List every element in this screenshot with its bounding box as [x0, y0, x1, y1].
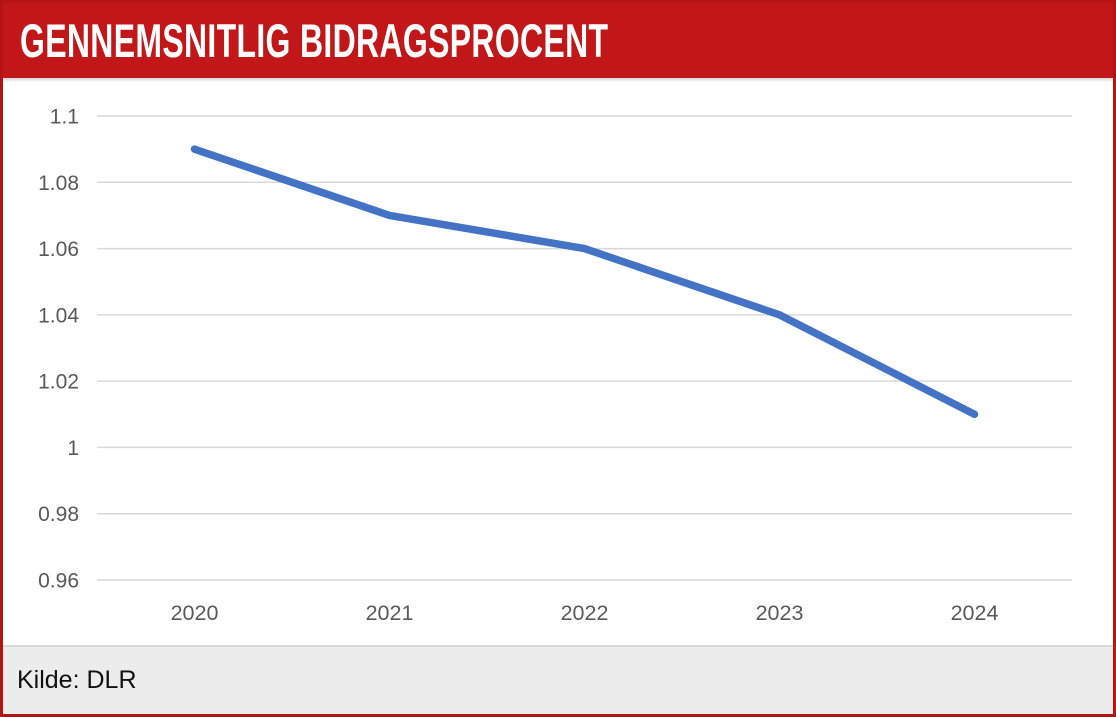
source-footer: Kilde: DLR [3, 645, 1113, 714]
source-label: Kilde: DLR [17, 666, 137, 694]
y-axis-tick-label: 1.06 [38, 238, 79, 261]
chart-area: 1.1 1.08 1.06 1.04 1.02 1 0.98 0.96 2020 2021 2022… [3, 78, 1113, 645]
y-axis-tick-label: 1 [67, 437, 79, 460]
y-axis-tick-label: 1.1 [50, 106, 79, 129]
page-title: GENNEMSNITLIG BIDRAGSPROCENT [20, 14, 609, 67]
x-axis-tick-label: 2020 [171, 601, 219, 625]
y-axis-tick-label: 1.04 [38, 304, 79, 327]
chart-header-banner: GENNEMSNITLIG BIDRAGSPROCENT [3, 3, 1113, 78]
line-chart: 1.1 1.08 1.06 1.04 1.02 1 0.98 0.96 2020 2021 2022… [38, 106, 1072, 625]
y-axis-tick-label: 1.08 [38, 172, 79, 195]
y-axis-tick-label: 0.98 [38, 503, 79, 526]
x-axis-tick-label: 2021 [366, 601, 414, 625]
y-axis-tick-label: 0.96 [38, 570, 79, 593]
x-axis-tick-label: 2024 [951, 601, 999, 625]
x-axis-tick-label: 2023 [756, 601, 804, 625]
data-line-series [190, 145, 979, 419]
x-axis-tick-label: 2022 [561, 601, 609, 625]
y-axis-tick-label: 1.02 [38, 371, 79, 394]
